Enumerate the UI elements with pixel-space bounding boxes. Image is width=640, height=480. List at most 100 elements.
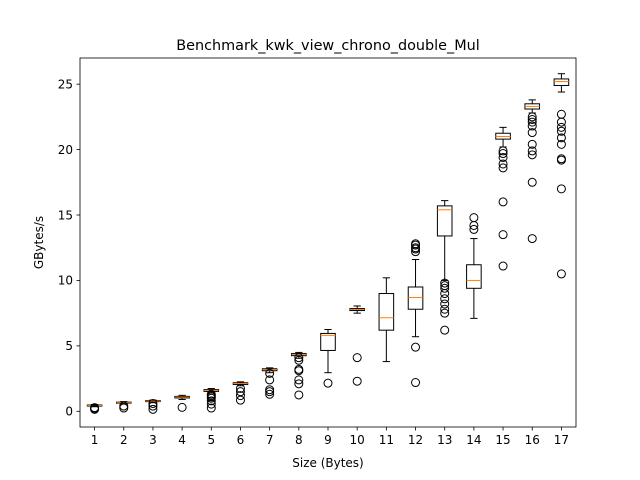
outlier-point	[498, 230, 508, 240]
outlier-point	[352, 353, 362, 363]
x-tick-label: 10	[350, 433, 365, 447]
outlier-point	[119, 401, 129, 411]
box-group	[115, 401, 132, 413]
box-group	[291, 351, 307, 400]
box-group	[261, 367, 278, 399]
outlier-point	[265, 368, 275, 378]
outlier-point	[206, 396, 216, 406]
box-group	[524, 99, 541, 244]
outlier-point	[527, 150, 537, 160]
y-axis-label: GBytes/s	[32, 216, 46, 269]
outlier-point	[265, 385, 275, 395]
outlier-point	[206, 399, 216, 409]
outlier-point	[527, 234, 537, 244]
outlier-point	[177, 402, 187, 412]
outlier-point	[294, 353, 304, 363]
outlier-point	[323, 378, 333, 388]
box-group	[320, 329, 336, 388]
box-group	[378, 277, 395, 363]
y-tick-label: 10	[58, 274, 73, 288]
box-group	[436, 200, 453, 335]
outlier-point	[556, 122, 566, 132]
outlier-point	[411, 378, 421, 388]
box-group	[86, 403, 103, 414]
box	[436, 205, 453, 237]
outlier-point	[527, 117, 537, 127]
outlier-point	[352, 376, 362, 386]
box-group	[174, 394, 190, 412]
outlier-point	[527, 121, 537, 131]
outlier-point	[527, 146, 537, 156]
outlier-point	[206, 389, 216, 399]
outlier-point	[294, 379, 304, 389]
outlier-point	[498, 146, 508, 156]
outlier-point	[498, 149, 508, 159]
outlier-point	[411, 239, 421, 249]
x-tick-label: 2	[120, 433, 128, 447]
outlier-point	[556, 269, 566, 279]
y-tick-label: 25	[58, 77, 73, 91]
x-tick-label: 8	[295, 433, 303, 447]
outlier-point	[235, 383, 245, 393]
x-tick-label: 14	[466, 433, 481, 447]
outlier-point	[235, 391, 245, 401]
x-tick-label: 5	[207, 433, 215, 447]
outlier-point	[469, 213, 479, 223]
outlier-point	[294, 390, 304, 400]
box-group	[553, 73, 570, 279]
outlier-point	[556, 133, 566, 143]
outlier-point	[440, 304, 450, 314]
outlier-point	[498, 152, 508, 162]
outlier-point	[440, 278, 450, 288]
y-tick-label: 15	[58, 208, 73, 222]
x-tick-label: 7	[266, 433, 274, 447]
chart-title: Benchmark_kwk_view_chrono_double_Mul	[176, 38, 479, 54]
x-tick-label: 6	[237, 433, 245, 447]
outlier-point	[206, 403, 216, 413]
outlier-point	[294, 364, 304, 374]
box-group	[145, 398, 161, 414]
box-group	[349, 305, 365, 386]
outlier-point	[148, 404, 158, 414]
y-axis: 0 5 10 15 20 25	[58, 77, 80, 419]
outlier-point	[235, 387, 245, 397]
outlier-point	[498, 163, 508, 173]
outlier-point	[556, 154, 566, 164]
outlier-point	[527, 112, 537, 122]
x-tick-label: 3	[149, 433, 157, 447]
box-series	[86, 73, 570, 414]
outlier-point	[527, 128, 537, 138]
x-axis: 1 2 3 4 5 6 7 8 9 10 11 12 13 14 15 16 17	[91, 427, 569, 447]
outlier-point	[90, 403, 100, 413]
box-group	[232, 381, 249, 405]
outlier-point	[498, 261, 508, 271]
x-tick-label: 11	[379, 433, 394, 447]
outlier-point	[556, 126, 566, 136]
box-group	[407, 239, 424, 388]
outlier-point	[556, 139, 566, 149]
outlier-point	[527, 139, 537, 149]
x-tick-label: 16	[525, 433, 540, 447]
outlier-point	[265, 375, 275, 385]
outlier-point	[469, 224, 479, 234]
x-tick-label: 12	[408, 433, 423, 447]
x-tick-label: 4	[178, 433, 186, 447]
x-tick-label: 9	[324, 433, 332, 447]
outlier-point	[148, 401, 158, 411]
outlier-point	[498, 159, 508, 169]
y-tick-label: 0	[65, 405, 73, 419]
box	[553, 78, 570, 86]
x-tick-label: 15	[495, 433, 510, 447]
outlier-point	[294, 375, 304, 385]
box-group	[466, 213, 482, 319]
outlier-point	[527, 177, 537, 187]
x-axis-label: Size (Bytes)	[292, 456, 363, 470]
outlier-point	[440, 299, 450, 309]
outlier-point	[440, 281, 450, 291]
box-group	[203, 388, 220, 413]
outlier-point	[440, 283, 450, 293]
x-tick-label: 1	[91, 433, 99, 447]
outlier-point	[556, 109, 566, 119]
box-group	[495, 126, 511, 271]
